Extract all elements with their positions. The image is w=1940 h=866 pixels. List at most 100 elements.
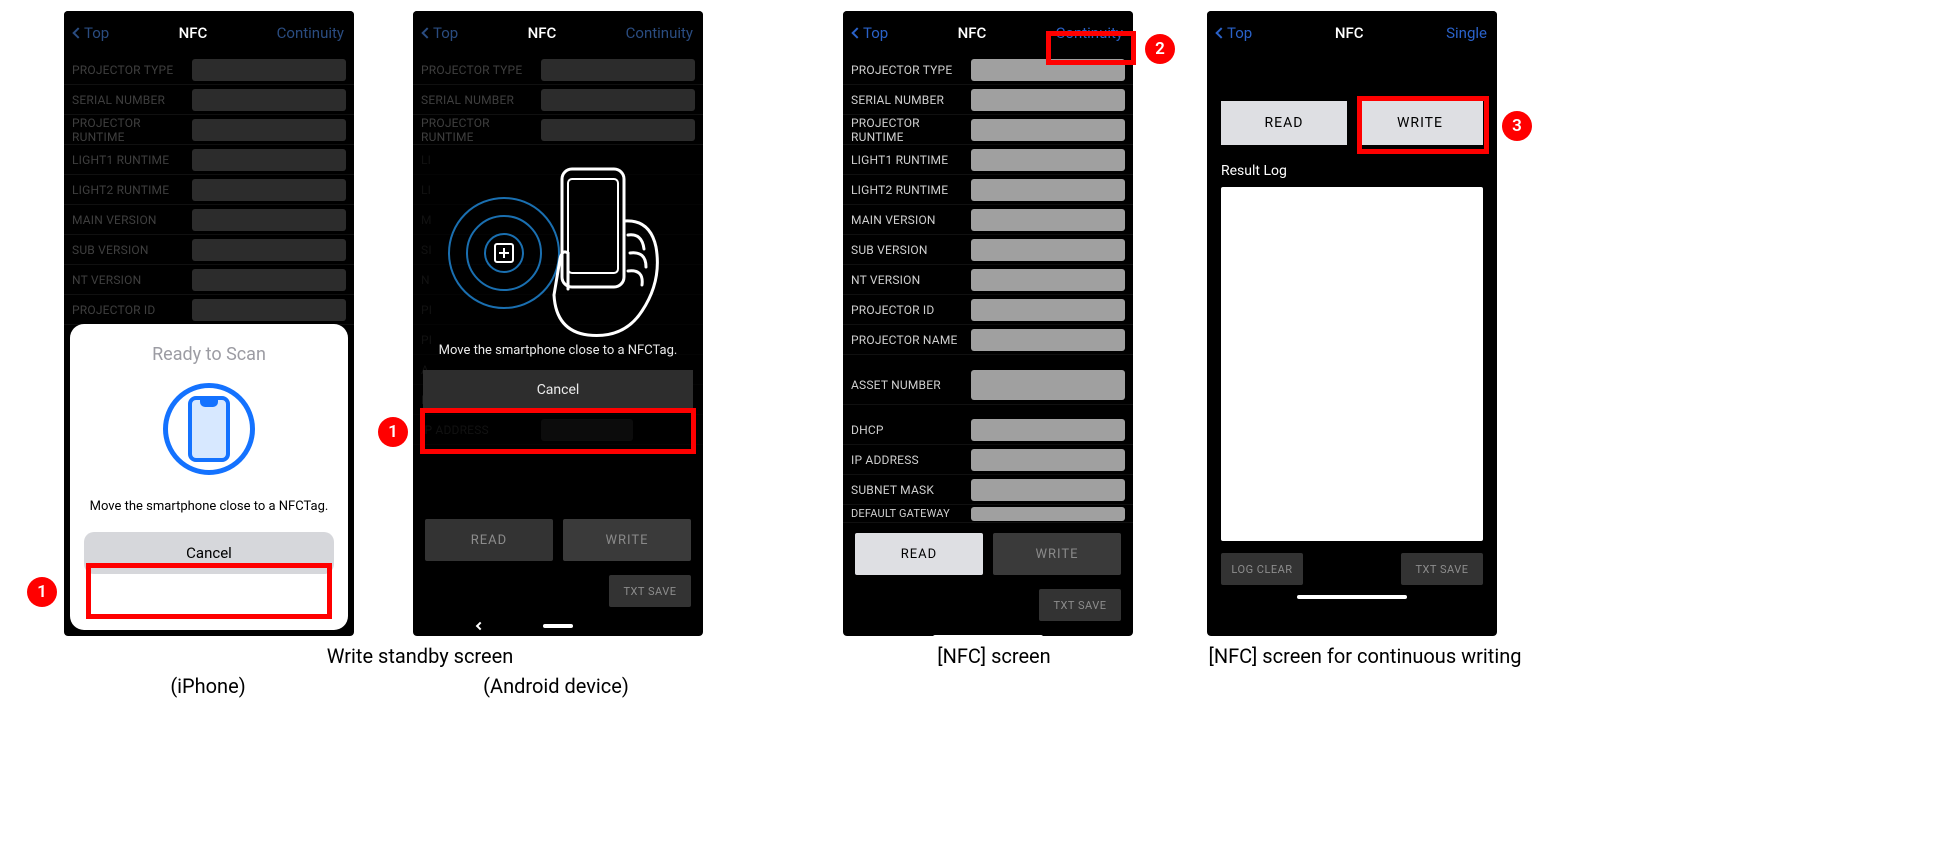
cancel-button[interactable]: Cancel (423, 370, 693, 410)
field-input[interactable] (971, 149, 1125, 171)
field-label: SERIAL NUMBER (851, 93, 971, 107)
nav-back-label: Top (863, 24, 888, 42)
nav-back[interactable]: Top (1217, 24, 1252, 42)
cancel-button[interactable]: Cancel (84, 532, 334, 574)
android-home-icon[interactable] (543, 624, 573, 628)
field-label: SUBNET MASK (851, 483, 971, 497)
field-label: SUB VERSION (72, 243, 192, 257)
nav-title: NFC (1335, 24, 1364, 42)
field-input[interactable] (971, 209, 1125, 231)
action-button-row: READ WRITE (1207, 91, 1497, 157)
write-button[interactable]: WRITE (563, 519, 691, 561)
phone-nfc-screen: Top NFC Continuity PROJECTOR TYPE SERIAL… (843, 11, 1133, 636)
field-row: LIGHT1 RUNTIME (64, 145, 354, 175)
read-button-label: READ (1265, 115, 1304, 131)
write-button[interactable]: WRITE (993, 533, 1121, 575)
field-row: LIGHT2 RUNTIME (64, 175, 354, 205)
field-input[interactable] (541, 89, 695, 111)
nav-mode-toggle[interactable]: Continuity (626, 24, 693, 42)
field-row: PROJECTOR TYPE (843, 55, 1133, 85)
field-input[interactable] (971, 239, 1125, 261)
field-input[interactable] (971, 269, 1125, 291)
write-button[interactable]: WRITE (1357, 101, 1483, 145)
field-input[interactable] (971, 370, 1125, 400)
nav-back-label: Top (1227, 24, 1252, 42)
field-input[interactable] (192, 299, 346, 321)
read-button[interactable]: READ (425, 519, 553, 561)
field-row: LIGHT2 RUNTIME (843, 175, 1133, 205)
txt-save-button[interactable]: TXT SAVE (609, 575, 691, 607)
field-label: PROJECTOR RUNTIME (421, 116, 541, 144)
field-input[interactable] (971, 179, 1125, 201)
field-input[interactable] (971, 507, 1125, 521)
read-button-label: READ (471, 533, 507, 548)
secondary-button-row: TXT SAVE (413, 571, 703, 617)
cancel-button-label: Cancel (537, 382, 580, 398)
field-row: SERIAL NUMBER (843, 85, 1133, 115)
action-button-row: READ WRITE (843, 523, 1133, 585)
field-label: ASSET NUMBER (851, 378, 971, 392)
nav-bar: Top NFC Continuity (413, 11, 703, 55)
field-input[interactable] (541, 59, 695, 81)
field-row: PROJECTOR ID (64, 295, 354, 325)
field-input[interactable] (971, 89, 1125, 111)
field-input[interactable] (192, 209, 346, 231)
write-button-label: WRITE (1035, 547, 1078, 562)
field-row: SERIAL NUMBER (64, 85, 354, 115)
field-input[interactable] (541, 119, 695, 141)
field-input[interactable] (971, 419, 1125, 441)
field-input[interactable] (971, 479, 1125, 501)
field-row: SUB VERSION (843, 235, 1133, 265)
field-input[interactable] (192, 59, 346, 81)
nav-back[interactable]: Top (423, 24, 458, 42)
txt-save-button[interactable]: TXT SAVE (1039, 589, 1121, 621)
field-input[interactable] (192, 239, 346, 261)
android-back-icon[interactable] (476, 622, 484, 630)
field-label: LIGHT1 RUNTIME (851, 153, 971, 167)
field-row: PROJECTOR NAME (843, 325, 1133, 355)
caption-nfc-screen: [NFC] screen (924, 644, 1064, 668)
callout-badge-2: 2 (1145, 34, 1175, 64)
field-input[interactable] (971, 299, 1125, 321)
hand-holding-phone-icon (538, 161, 668, 341)
nav-title: NFC (958, 24, 987, 42)
read-button[interactable]: READ (855, 533, 983, 575)
field-input[interactable] (192, 149, 346, 171)
field-input[interactable] (192, 89, 346, 111)
field-row: DEFAULT GATEWAY (843, 505, 1133, 523)
field-row: DHCP (843, 415, 1133, 445)
field-input[interactable] (192, 179, 346, 201)
phone-glyph-icon (188, 396, 230, 462)
caption-write-standby: Write standby screen (290, 644, 550, 668)
caption-android: (Android device) (456, 674, 656, 698)
field-input[interactable] (192, 269, 346, 291)
field-row: PROJECTOR RUNTIME (64, 115, 354, 145)
field-input[interactable] (971, 59, 1125, 81)
nav-back[interactable]: Top (853, 24, 888, 42)
field-label: LIGHT2 RUNTIME (851, 183, 971, 197)
sheet-instruction-text: Move the smartphone close to a NFCTag. (90, 499, 329, 514)
nav-mode-toggle[interactable]: Single (1446, 24, 1487, 42)
field-input[interactable] (971, 449, 1125, 471)
field-input[interactable] (971, 119, 1125, 141)
chevron-left-icon (421, 27, 432, 38)
field-label: SUB VERSION (851, 243, 971, 257)
txt-save-label: TXT SAVE (1415, 563, 1468, 576)
nav-back[interactable]: Top (74, 24, 109, 42)
field-input[interactable] (971, 329, 1125, 351)
android-nfc-overlay: Move the smartphone close to a NFCTag. C… (413, 151, 703, 456)
secondary-button-row: LOG CLEAR TXT SAVE (1207, 547, 1497, 591)
read-button[interactable]: READ (1221, 101, 1347, 145)
sheet-title: Ready to Scan (152, 344, 266, 365)
nav-mode-toggle[interactable]: Continuity (1056, 24, 1123, 42)
log-clear-button[interactable]: LOG CLEAR (1221, 553, 1303, 585)
field-input[interactable] (192, 119, 346, 141)
nav-mode-toggle[interactable]: Continuity (277, 24, 344, 42)
field-row: MAIN VERSION (843, 205, 1133, 235)
field-row: SUB VERSION (64, 235, 354, 265)
field-label: PROJECTOR TYPE (851, 63, 971, 77)
home-indicator[interactable] (933, 635, 1043, 636)
txt-save-button[interactable]: TXT SAVE (1401, 553, 1483, 585)
field-label: LIGHT1 RUNTIME (72, 153, 192, 167)
home-indicator[interactable] (1297, 595, 1407, 599)
